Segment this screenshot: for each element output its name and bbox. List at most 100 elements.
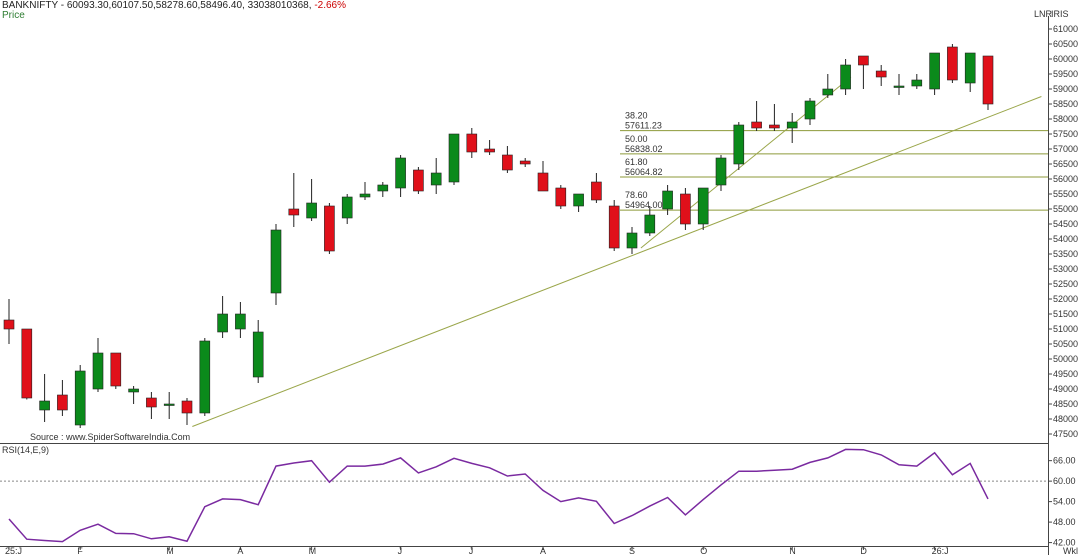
candle-up (697, 187, 709, 225)
price-axis-tick-label: 60500 (1053, 39, 1078, 49)
fib-level-value: 56064.82 (625, 167, 663, 177)
price-axis-tick-label: 58500 (1053, 99, 1078, 109)
x-axis-month-label: A (540, 546, 546, 555)
price-axis-tick-label: 47500 (1053, 429, 1078, 439)
candle-up (840, 64, 851, 90)
price-axis-tick-label: 59500 (1053, 69, 1078, 79)
price-axis-tick-label: 50500 (1053, 339, 1078, 349)
rsi-label: RSI(14,E,9) (2, 445, 49, 455)
x-axis-month-label: 26:J (932, 546, 949, 555)
candle-up (377, 184, 389, 192)
price-axis-tick-label: 55500 (1053, 189, 1078, 199)
x-axis-month-label: F (77, 546, 83, 555)
candle-down (3, 319, 15, 330)
trendline (192, 96, 1042, 427)
x-axis-month-label: S (629, 546, 635, 555)
candle-up (822, 88, 834, 96)
price-axis-tick-label: 51000 (1053, 324, 1078, 334)
candle-up (39, 400, 50, 411)
candle-down (21, 328, 33, 399)
price-axis-tick-label: 48000 (1053, 414, 1078, 424)
chart-header: BANKNIFTY - 60093.30,60107.50,58278.60,5… (2, 0, 346, 11)
candle-up (786, 121, 798, 129)
price-axis-tick-label: 57500 (1053, 129, 1078, 139)
x-axis-month-label: M (309, 546, 317, 555)
candle-down (591, 181, 602, 201)
rsi-axis-tick-label: 42.00 (1053, 538, 1076, 548)
x-axis-month-label: N (789, 546, 796, 555)
rsi-axis-tick-label: 48.00 (1053, 517, 1076, 527)
candle-up (448, 133, 460, 183)
price-axis-tick-label: 49000 (1053, 384, 1078, 394)
candle-down (537, 172, 549, 192)
candle-up (163, 403, 175, 406)
price-axis-tick-label: 49500 (1053, 369, 1078, 379)
candle-down (858, 55, 869, 66)
x-axis-month-label: J (469, 546, 474, 555)
price-axis-tick-label: 52000 (1053, 294, 1078, 304)
fib-level-value: 56838.02 (625, 144, 663, 154)
x-axis-month-label: M (166, 546, 174, 555)
candle-down (751, 121, 762, 129)
price-axis-tick-label: 58000 (1053, 114, 1078, 124)
candle-up (430, 172, 442, 186)
candle-up (626, 232, 638, 249)
fib-level-percent: 61.80 (625, 157, 648, 167)
symbol-name: BANKNIFTY (2, 0, 58, 11)
candle-down (769, 124, 780, 129)
price-axis-tick-label: 61000 (1053, 24, 1078, 34)
candle-down (555, 187, 567, 207)
candle-up (92, 352, 104, 390)
candle-up (911, 79, 923, 87)
price-axis-tick-label: 54000 (1053, 234, 1078, 244)
candle-up (199, 340, 211, 414)
candle-down (608, 205, 620, 249)
candle-up (573, 193, 584, 207)
rsi-axis-tick-label: 66.00 (1053, 456, 1076, 466)
candle-down (146, 397, 157, 408)
price-label: Price (2, 10, 25, 21)
candle-down (288, 208, 300, 216)
price-axis-tick-label: 48500 (1053, 399, 1078, 409)
candle-down (324, 205, 335, 252)
candle-up (217, 313, 228, 333)
price-axis-tick-label: 51500 (1053, 309, 1078, 319)
frequency-label: Wkl (1063, 546, 1078, 555)
fib-level-percent: 50.00 (625, 134, 648, 144)
price-axis-tick-label: 59000 (1053, 84, 1078, 94)
volume-value: 33038010368, (247, 0, 312, 11)
candle-down (110, 352, 122, 387)
candle-up (252, 331, 264, 378)
candle-up (235, 313, 246, 330)
rsi-axis-tick-label: 54.00 (1053, 497, 1076, 507)
candle-up (395, 157, 406, 189)
candle-down (982, 55, 994, 105)
rsi-axis-tick-label: 60.00 (1053, 476, 1076, 486)
fib-level-percent: 78.60 (625, 190, 648, 200)
x-axis-month-label: 25:J (5, 546, 22, 555)
candle-down (519, 160, 531, 165)
candle-up (74, 370, 86, 426)
candle-down (484, 148, 495, 153)
candle-down (875, 70, 887, 78)
candle-up (715, 157, 727, 186)
candle-down (947, 46, 958, 81)
candle-up (804, 100, 816, 120)
x-axis-month-label: A (237, 546, 243, 555)
price-axis-tick-label: 56500 (1053, 159, 1078, 169)
fib-level-percent: 38.20 (625, 111, 648, 121)
candle-up (893, 85, 905, 88)
candle-up (306, 202, 317, 219)
ohlc-values: 60093.30,60107.50,58278.60,58496.40, (66, 0, 245, 11)
candle-up (359, 193, 371, 198)
price-axis-tick-label: 53500 (1053, 249, 1078, 259)
price-axis-tick-label: 53000 (1053, 264, 1078, 274)
candle-up (270, 229, 282, 294)
price-axis-tick-label: 56000 (1053, 174, 1078, 184)
candle-down (466, 133, 478, 153)
candle-up (128, 388, 139, 393)
candle-down (57, 394, 68, 411)
candle-up (341, 196, 353, 219)
x-axis-month-label: J (398, 546, 403, 555)
